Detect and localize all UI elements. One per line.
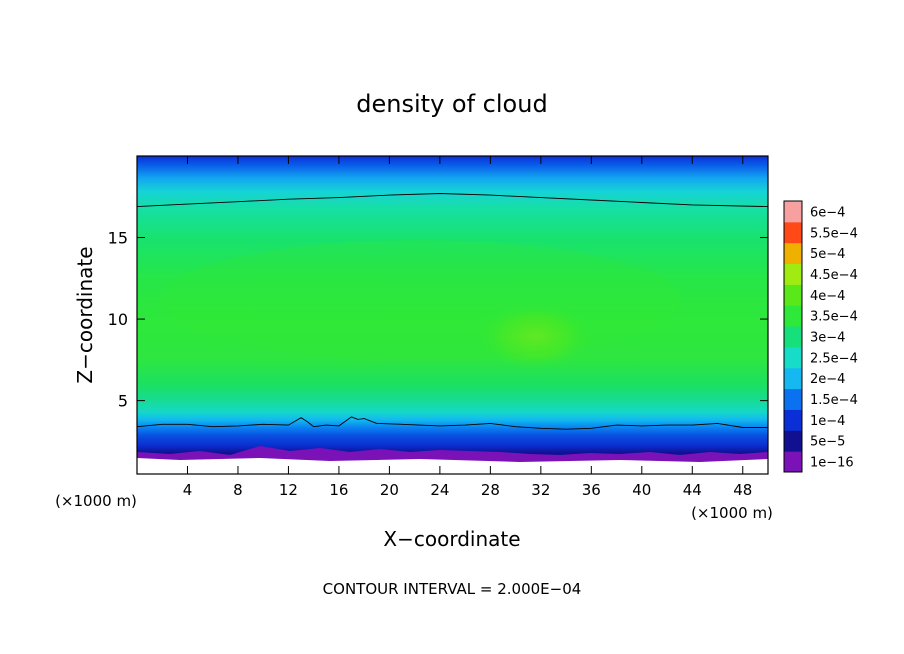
heatmap-field	[137, 156, 768, 474]
x-tick-label: 28	[481, 481, 500, 499]
colorbar-label: 5.5e−4	[810, 226, 858, 241]
colorbar-label: 3e−4	[810, 331, 845, 346]
chart-title: density of cloud	[356, 90, 547, 118]
x-tick-label: 20	[380, 481, 399, 499]
colorbar-swatch	[784, 430, 802, 452]
colorbar-swatch	[784, 284, 802, 306]
colorbar-label: 5e−5	[810, 435, 845, 450]
contour-line-2	[137, 416, 768, 430]
field-bottom-bleed	[137, 458, 768, 474]
field-maximum-blob	[475, 302, 595, 370]
y-axis-label: Z−coordinate	[73, 246, 97, 383]
y-tick-label: 5	[118, 392, 128, 411]
colorbar-label: 5e−4	[810, 247, 845, 262]
plot-frame	[136, 155, 769, 475]
contour-lines	[137, 193, 768, 430]
colorbar-frame	[783, 200, 803, 473]
colorbar-swatch	[784, 388, 802, 410]
y-tick-label: 15	[108, 229, 128, 248]
x-tick-label: 32	[531, 481, 550, 499]
colorbar-swatch	[784, 201, 802, 223]
colorbar-swatch	[784, 367, 802, 390]
x-tick-label: 8	[233, 481, 243, 499]
colorbar-label: 1.5e−4	[810, 393, 858, 408]
colorbar-label: 1e−4	[810, 414, 845, 429]
x-axis: 4 8 12 16 20 24 28 32 36 40 44 48	[183, 156, 752, 499]
field-mid-band	[160, 240, 680, 360]
y-unit-label: (×1000 m)	[55, 492, 137, 510]
contour-line-1	[137, 193, 768, 208]
colorbar-swatch	[784, 221, 802, 244]
field-gradient	[137, 156, 768, 474]
colorbar-swatch	[784, 346, 802, 369]
colorbar-label: 6e−4	[810, 205, 845, 220]
colorbar-swatch	[784, 242, 802, 265]
colorbar: 1e−16 5e−5 1e−4 1.5e−4 2e−4 2.5e−4 3e−4 3.5e−4 4…	[783, 200, 858, 473]
colorbar-swatch	[784, 326, 802, 348]
colorbar-swatch	[784, 451, 802, 473]
x-tick-label: 36	[582, 481, 601, 499]
colorbar-swatch	[784, 305, 802, 327]
colorbar-label: 2e−4	[810, 372, 845, 387]
x-tick-label: 4	[183, 481, 193, 499]
colorbar-swatch	[784, 409, 802, 431]
x-tick-label: 12	[279, 481, 298, 499]
x-tick-label: 40	[632, 481, 651, 499]
y-axis: 5 10 15	[108, 229, 768, 411]
x-tick-label: 16	[329, 481, 348, 499]
colorbar-label: 1e−16	[810, 456, 854, 471]
x-axis-label: X−coordinate	[383, 527, 520, 551]
colorbar-label: 4e−4	[810, 289, 845, 304]
colorbar-label: 4.5e−4	[810, 268, 858, 283]
y-tick-label: 10	[108, 310, 128, 329]
x-tick-label: 24	[430, 481, 449, 499]
colorbar-label: 3.5e−4	[810, 310, 858, 325]
x-unit-label: (×1000 m)	[691, 504, 773, 522]
x-tick-label: 44	[683, 481, 702, 499]
colorbar-label: 2.5e−4	[810, 351, 858, 366]
colorbar-swatch	[784, 263, 802, 285]
x-tick-label: 48	[733, 481, 752, 499]
contour-interval-note: CONTOUR INTERVAL = 2.000E−04	[323, 580, 582, 598]
